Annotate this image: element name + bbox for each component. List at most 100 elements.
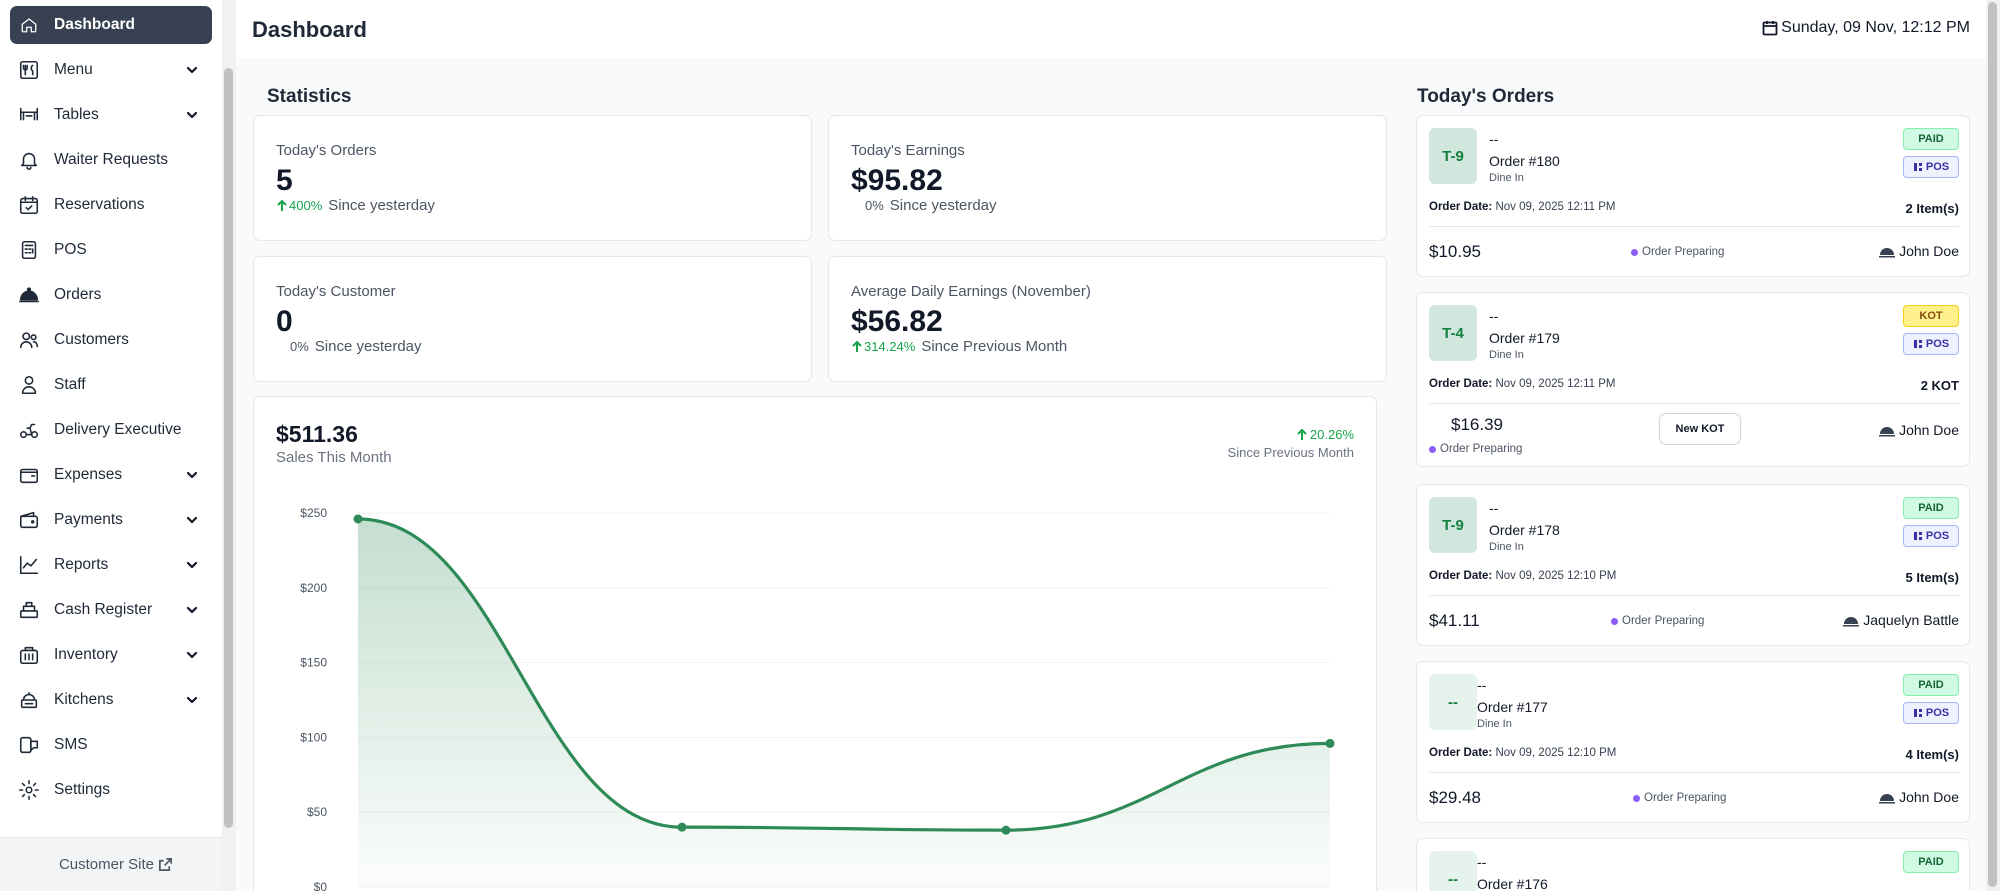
order-date-label: Order Date: <box>1429 570 1493 582</box>
stat-trend: 400% Since yesterday <box>276 197 435 214</box>
chevron-down-icon[interactable] <box>184 467 200 483</box>
trend-text: Since yesterday <box>314 338 422 355</box>
sales-point[interactable] <box>677 822 687 832</box>
cloche-icon <box>1843 617 1860 627</box>
sales-growth-value: 20.26% <box>1309 427 1354 442</box>
divider <box>1429 403 1959 404</box>
sidebar-item-pos[interactable]: POS <box>10 231 212 269</box>
sidebar-item-inventory[interactable]: Inventory <box>10 636 212 674</box>
current-datetime: Sunday, 09 Nov, 12:12 PM <box>1762 19 1970 37</box>
stat-card-todays-earnings: Today's Earnings $95.82 0% Since yesterd… <box>828 115 1387 241</box>
sidebar-item-menu[interactable]: Menu <box>10 51 212 89</box>
sidebar-item-label: Kitchens <box>54 691 114 708</box>
sidebar-item-waiter-requests[interactable]: Waiter Requests <box>10 141 212 179</box>
table-badge: -- <box>1429 851 1477 891</box>
sidebar-item-label: Settings <box>54 781 111 798</box>
sidebar-scrollbar-thumb[interactable] <box>224 68 233 828</box>
order-type: Dine In <box>1489 172 1524 184</box>
sidebar-item-kitchens[interactable]: Kitchens <box>10 681 212 719</box>
arrow-up-icon <box>852 340 862 352</box>
stat-value: 5 <box>276 164 293 197</box>
chevron-down-icon[interactable] <box>184 692 200 708</box>
cloche-icon <box>1879 794 1896 804</box>
order-number: Order #178 <box>1489 522 1560 538</box>
arrow-up-icon <box>277 199 287 211</box>
channel-badge: POS <box>1903 525 1959 547</box>
table-badge: -- <box>1429 674 1477 730</box>
customer-name: -- <box>1489 131 1499 147</box>
stat-value: $95.82 <box>851 164 943 197</box>
kot-count: 2 KOT <box>1920 378 1959 393</box>
sidebar-item-dashboard[interactable]: Dashboard <box>10 6 212 44</box>
status-dot <box>1611 617 1618 625</box>
gear-icon <box>16 777 42 803</box>
order-card[interactable]: -- -- Order #176 PAID <box>1416 838 1970 891</box>
chevron-down-icon[interactable] <box>184 557 200 573</box>
order-date-label: Order Date: <box>1429 201 1493 213</box>
new-kot-button[interactable]: New KOT <box>1659 413 1741 445</box>
channel-label: POS <box>1925 530 1950 542</box>
sidebar-item-label: Orders <box>54 286 102 303</box>
channel-badge: POS <box>1903 156 1959 178</box>
main-content: Statistics Today's Orders 5 400% Since y… <box>236 58 1986 891</box>
order-date-value: Nov 09, 2025 12:10 PM <box>1495 570 1617 582</box>
chevron-down-icon[interactable] <box>184 512 200 528</box>
sidebar-item-settings[interactable]: Settings <box>10 771 212 809</box>
order-card[interactable]: T-9 -- Order #178 Dine In PAID POS Order… <box>1416 484 1970 646</box>
page-scrollbar-thumb[interactable] <box>1988 2 1997 887</box>
sidebar-item-reports[interactable]: Reports <box>10 546 212 584</box>
trend-value: 0% <box>865 198 884 213</box>
sidebar-item-customers[interactable]: Customers <box>10 321 212 359</box>
stat-label: Average Daily Earnings (November) <box>851 283 1091 300</box>
sidebar-item-label: Delivery Executive <box>54 421 182 438</box>
y-tick-label: $250 <box>300 506 327 520</box>
order-status: Order Preparing <box>1633 792 1726 804</box>
waiter: John Doe <box>1879 789 1959 805</box>
sidebar-item-tables[interactable]: Tables <box>10 96 212 134</box>
payment-status-badge: PAID <box>1903 497 1959 519</box>
sidebar-item-payments[interactable]: Payments <box>10 501 212 539</box>
sidebar-item-label: Expenses <box>54 466 123 483</box>
sidebar-item-orders[interactable]: Orders <box>10 276 212 314</box>
stat-trend: 0% Since yesterday <box>276 338 422 355</box>
inventory-icon <box>16 642 42 668</box>
page-title: Dashboard <box>252 17 367 42</box>
trend-value: 314.24% <box>864 339 916 354</box>
table-badge: T-9 <box>1429 128 1477 184</box>
stat-card-todays-customer: Today's Customer 0 0% Since yesterday <box>253 256 812 382</box>
chevron-down-icon[interactable] <box>184 647 200 663</box>
sales-area-chart: $0$50$100$150$200$25004 Nov06 Nov07 Nov0… <box>300 506 1335 891</box>
sidebar-item-cash-register[interactable]: Cash Register <box>10 591 212 629</box>
sidebar-item-label: SMS <box>54 736 88 753</box>
sales-point[interactable] <box>353 514 363 524</box>
order-card[interactable]: -- -- Order #177 Dine In PAID POS Order … <box>1416 661 1970 823</box>
customer-name: -- <box>1477 677 1487 693</box>
sidebar-item-label: Cash Register <box>54 601 153 618</box>
chevron-down-icon[interactable] <box>184 107 200 123</box>
order-card[interactable]: T-4 -- Order #179 Dine In KOT POS Order … <box>1416 292 1970 467</box>
sales-point[interactable] <box>1001 825 1011 835</box>
chevron-down-icon[interactable] <box>184 62 200 78</box>
order-date-value: Nov 09, 2025 12:10 PM <box>1495 747 1617 759</box>
chart-line-icon <box>16 552 42 578</box>
sidebar-item-reservations[interactable]: Reservations <box>10 186 212 224</box>
order-card[interactable]: T-9 -- Order #180 Dine In PAID POS Order… <box>1416 115 1970 277</box>
y-tick-label: $150 <box>300 656 327 670</box>
sales-total: $511.36 <box>276 421 358 447</box>
y-tick-label: $100 <box>300 730 327 744</box>
sidebar-item-expenses[interactable]: Expenses <box>10 456 212 494</box>
order-status-text: Order Preparing <box>1622 615 1705 627</box>
sales-point[interactable] <box>1325 738 1335 748</box>
order-number: Order #176 <box>1477 876 1548 891</box>
sidebar-item-label: Waiter Requests <box>54 151 168 168</box>
customer-site-label: Customer Site <box>58 856 155 873</box>
sidebar-item-label: POS <box>54 241 87 258</box>
chevron-down-icon[interactable] <box>184 602 200 618</box>
sidebar-item-sms[interactable]: SMS <box>10 726 212 764</box>
order-number: Order #179 <box>1489 330 1560 346</box>
divider <box>1429 772 1959 773</box>
customer-site-link[interactable]: Customer Site <box>0 837 232 891</box>
cloche-icon <box>1879 248 1896 258</box>
sidebar-item-staff[interactable]: Staff <box>10 366 212 404</box>
sidebar-item-delivery-executive[interactable]: Delivery Executive <box>10 411 212 449</box>
